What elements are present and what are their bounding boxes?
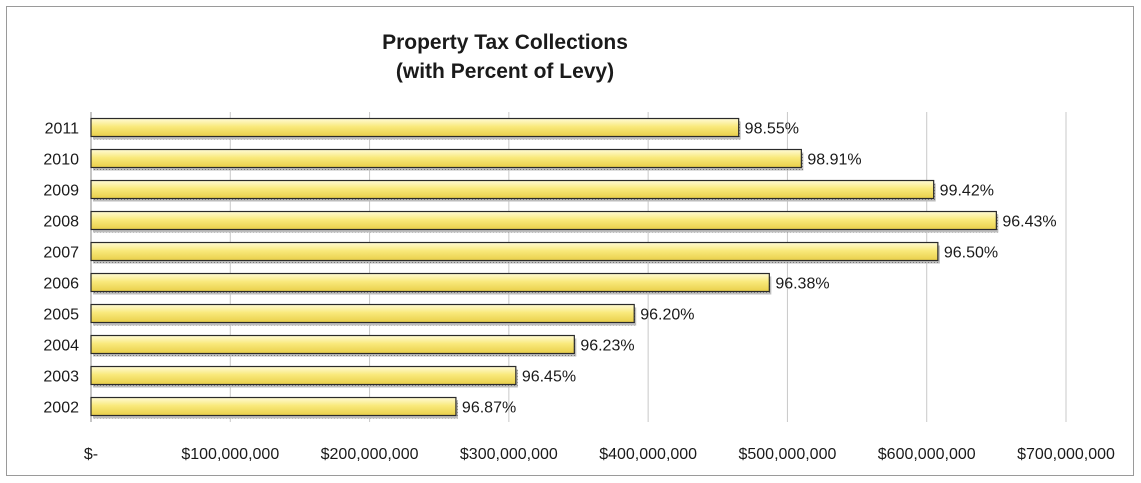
y-tick-label-2010: 2010 — [43, 152, 79, 169]
x-tick-label: $300,000,000 — [460, 446, 558, 463]
x-tick-label: $500,000,000 — [738, 446, 836, 463]
data-label-2009: 99.42% — [940, 183, 994, 200]
bar-2007 — [90, 241, 939, 262]
y-tick-label-2004: 2004 — [43, 338, 79, 355]
bar-2008 — [90, 210, 997, 231]
bar-2006 — [90, 272, 770, 293]
x-tick-label: $400,000,000 — [599, 446, 697, 463]
data-label-2004: 96.23% — [580, 338, 634, 355]
data-label-2010: 98.91% — [807, 152, 861, 169]
y-tick-label-2006: 2006 — [43, 276, 79, 293]
x-tick-label: $- — [84, 446, 98, 463]
y-tick-label-2005: 2005 — [43, 307, 79, 324]
bar-2002 — [90, 396, 457, 417]
x-tick-label: $100,000,000 — [181, 446, 279, 463]
y-tick-label-2007: 2007 — [43, 245, 79, 262]
y-tick-label-2002: 2002 — [43, 400, 79, 417]
x-tick-label: $700,000,000 — [1017, 446, 1115, 463]
data-label-2008: 96.43% — [1002, 214, 1056, 231]
data-label-2002: 96.87% — [462, 400, 516, 417]
y-tick-label-2003: 2003 — [43, 369, 79, 386]
y-tick-label-2008: 2008 — [43, 214, 79, 231]
bar-2005 — [90, 303, 635, 324]
y-tick-label-2009: 2009 — [43, 183, 79, 200]
data-label-2006: 96.38% — [775, 276, 829, 293]
data-label-2007: 96.50% — [944, 245, 998, 262]
bar-2003 — [90, 365, 517, 386]
bars — [90, 117, 999, 419]
bar-2010 — [90, 148, 802, 169]
data-label-2005: 96.20% — [640, 307, 694, 324]
y-axis-tick-labels: 2011 2010 2009 2008 2007 2006 2005 2004 2003 2002 — [43, 121, 79, 417]
y-tick-label-2011: 2011 — [45, 121, 80, 138]
chart-title: Property Tax Collections — [382, 31, 628, 54]
data-label-2011: 98.55% — [745, 121, 799, 138]
chart-frame: Property Tax Collections (with Percent o… — [6, 6, 1134, 476]
x-tick-label: $600,000,000 — [878, 446, 976, 463]
bar-2004 — [90, 334, 575, 355]
data-label-2003: 96.45% — [522, 369, 576, 386]
data-labels: 98.55% 98.91% 99.42% 96.43%96.50% 96.38% 96.2… — [462, 121, 1057, 417]
bar-2011 — [90, 117, 740, 138]
x-axis-tick-labels: $- $100,000,000 $200,000,000 $300,000,000 $4… — [84, 446, 1115, 463]
bar-chart: Property Tax Collections (with Percent o… — [43, 31, 1115, 463]
bar-2009 — [90, 179, 935, 200]
chart-subtitle: (with Percent of Levy) — [396, 60, 614, 83]
x-tick-label: $200,000,000 — [321, 446, 419, 463]
